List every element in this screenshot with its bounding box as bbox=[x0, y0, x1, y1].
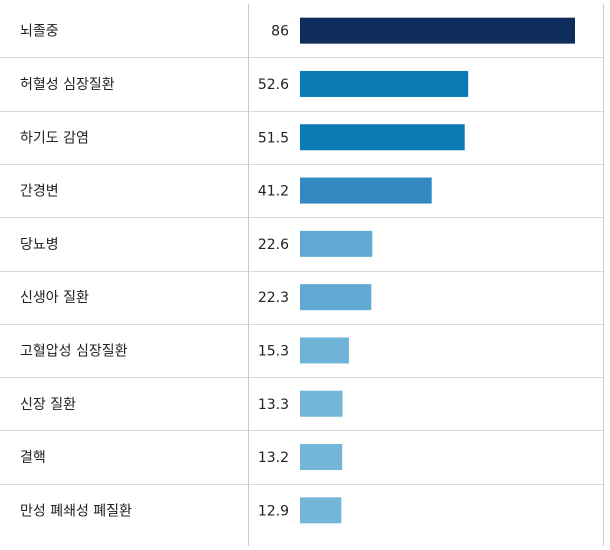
chart-row: 고혈압성 심장질환 15.3 bbox=[0, 337, 603, 378]
chart-row: 뇌졸중 86 bbox=[0, 17, 603, 58]
chart-row: 간경변 41.2 bbox=[0, 177, 603, 218]
value-label: 51.5 bbox=[258, 130, 289, 146]
category-label: 허혈성 심장질환 bbox=[20, 77, 115, 93]
bar bbox=[300, 70, 469, 97]
bar bbox=[300, 230, 373, 257]
category-label: 만성 폐쇄성 폐질환 bbox=[20, 503, 132, 519]
bar bbox=[300, 124, 465, 151]
category-label: 신장 질환 bbox=[20, 397, 76, 413]
category-label: 고혈압성 심장질환 bbox=[20, 343, 128, 359]
chart-row: 허혈성 심장질환 52.6 bbox=[0, 70, 603, 112]
category-label: 당뇨병 bbox=[20, 237, 59, 253]
chart-row: 신생아 질환 22.3 bbox=[0, 284, 603, 325]
value-label: 15.3 bbox=[258, 343, 289, 359]
value-label: 13.2 bbox=[258, 450, 289, 466]
bar bbox=[300, 497, 342, 524]
chart-row: 당뇨병 22.6 bbox=[0, 230, 603, 272]
bar bbox=[300, 390, 343, 417]
bar bbox=[300, 444, 343, 471]
category-label: 하기도 감염 bbox=[20, 130, 89, 146]
value-label: 86 bbox=[271, 24, 289, 40]
value-label: 13.3 bbox=[258, 397, 289, 413]
bar bbox=[300, 337, 349, 364]
value-label: 41.2 bbox=[258, 184, 289, 200]
bar bbox=[300, 17, 575, 44]
chart-row: 신장 질환 13.3 bbox=[0, 390, 603, 431]
value-label: 52.6 bbox=[258, 77, 289, 93]
value-label: 22.6 bbox=[258, 237, 289, 253]
chart-rows: 뇌졸중 86 허혈성 심장질환 52.6 하기도 감염 51.5 간경변 41.2 당뇨병 22.… bbox=[0, 17, 603, 524]
chart-row: 결핵 13.2 bbox=[0, 444, 603, 485]
chart-row: 하기도 감염 51.5 bbox=[0, 124, 603, 165]
category-label: 뇌졸중 bbox=[20, 24, 59, 40]
category-label: 간경변 bbox=[20, 184, 59, 200]
category-label: 신생아 질환 bbox=[20, 290, 89, 306]
bar bbox=[300, 177, 432, 204]
chart-row: 만성 폐쇄성 폐질환 12.9 bbox=[20, 497, 342, 524]
bar bbox=[300, 284, 372, 311]
value-label: 12.9 bbox=[258, 503, 289, 519]
category-label: 결핵 bbox=[20, 450, 46, 466]
value-label: 22.3 bbox=[258, 290, 289, 306]
